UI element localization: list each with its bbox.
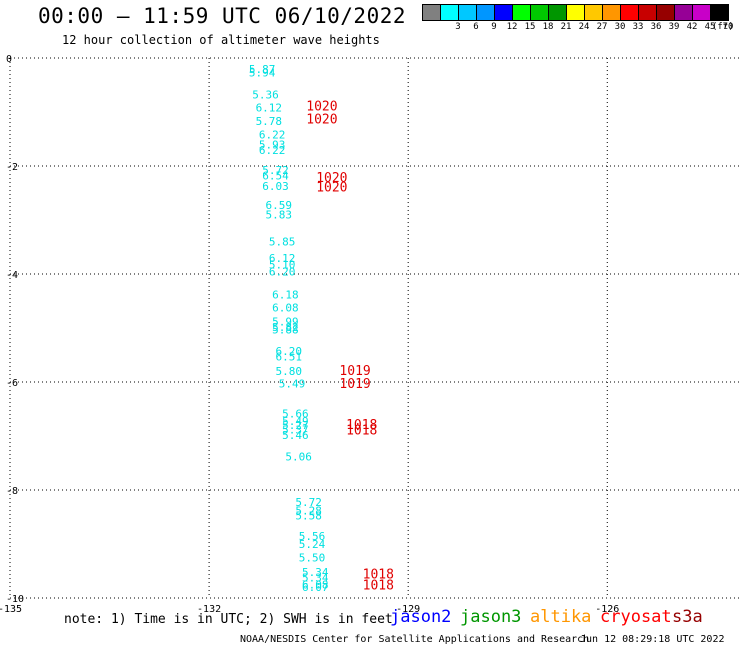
data-point-label: 5.49 xyxy=(282,415,309,428)
data-point-label: 6.20 xyxy=(275,345,302,358)
data-point-label: 6.08 xyxy=(302,579,329,592)
chart-subtitle: 12 hour collection of altimeter wave hei… xyxy=(62,33,380,47)
chart-title: 00:00 – 11:59 UTC 06/10/2022 xyxy=(38,4,407,28)
data-point-label: 6.12 xyxy=(269,252,296,265)
time-label: 1020 xyxy=(316,181,347,196)
x-tick-label: -135 xyxy=(0,604,22,615)
data-point-label: 5.87 xyxy=(249,63,276,76)
time-label: 1018 xyxy=(346,424,377,439)
legend-label: 42 xyxy=(686,22,698,32)
data-point-label: 5.82 xyxy=(272,321,299,334)
footer-timestamp: Jun 12 08:29:18 UTC 2022 xyxy=(580,634,725,645)
mission-label: jason3 xyxy=(460,607,522,627)
time-label: 1019 xyxy=(339,377,370,392)
data-point-label: 5.94 xyxy=(249,67,276,80)
x-tick-label: -126 xyxy=(595,604,619,615)
time-label: 1020 xyxy=(316,171,347,186)
time-label: 1019 xyxy=(339,364,370,379)
data-point-label: 5.80 xyxy=(275,365,302,378)
legend-label: 30 xyxy=(614,22,626,32)
data-point-label: 5.49 xyxy=(279,378,306,391)
data-point-label: 5.27 xyxy=(282,419,309,432)
y-tick-label: -10 xyxy=(6,594,24,605)
mission-label: cryosat xyxy=(600,607,672,627)
data-point-label: 5.78 xyxy=(256,115,283,128)
data-point-label: 5.72 xyxy=(262,164,289,177)
data-point-label: 5.10 xyxy=(269,258,296,271)
data-point-label: 6.08 xyxy=(272,301,299,314)
x-tick-label: -129 xyxy=(396,604,420,615)
data-point-label: 6.51 xyxy=(275,351,302,364)
legend-label: 39 xyxy=(668,22,680,32)
data-point-label: 5.36 xyxy=(252,89,279,102)
x-tick-label: -132 xyxy=(197,604,221,615)
data-point-label: 5.34 xyxy=(302,566,329,579)
legend-label: 3 xyxy=(455,22,461,32)
mission-label: altika xyxy=(530,607,592,627)
legend-label: 24 xyxy=(578,22,590,32)
data-point-label: 5.93 xyxy=(259,138,286,151)
legend-label: 12 xyxy=(506,22,518,32)
data-point-label: 5.06 xyxy=(285,451,312,464)
data-point-label: 5.37 xyxy=(282,424,309,437)
data-point-label: 6.22 xyxy=(259,129,286,142)
y-tick-label: -4 xyxy=(6,270,18,281)
data-point-label: 6.22 xyxy=(259,144,286,157)
data-point-label: 5.56 xyxy=(299,530,326,543)
data-point-label: 5.46 xyxy=(282,429,309,442)
data-point-label: 6.59 xyxy=(266,199,293,212)
legend-label: 15 xyxy=(524,22,536,32)
data-point-label: 6.18 xyxy=(272,289,299,302)
footer-credit: NOAA/NESDIS Center for Satellite Applica… xyxy=(240,634,590,645)
y-tick-label: -2 xyxy=(6,162,18,173)
legend-label: 45 xyxy=(704,22,716,32)
legend-label: 9 xyxy=(491,22,497,32)
data-point-label: 5.58 xyxy=(295,509,322,522)
y-tick-label: -6 xyxy=(6,378,18,389)
data-point-label: 6.12 xyxy=(256,102,283,115)
data-point-label: 5.66 xyxy=(282,407,309,420)
data-point-label: 5.24 xyxy=(299,538,326,551)
time-label: 1020 xyxy=(306,100,337,115)
legend-label: 70 xyxy=(722,22,734,32)
y-tick-label: -8 xyxy=(6,486,18,497)
data-point-label: 5.85 xyxy=(269,236,296,249)
legend-label: 18 xyxy=(542,22,554,32)
y-tick-label: 0 xyxy=(6,54,12,65)
data-point-label: 5.50 xyxy=(299,552,326,565)
time-label: 1018 xyxy=(363,579,394,594)
data-point-label: 5.34 xyxy=(302,571,329,584)
time-label: 1018 xyxy=(346,418,377,433)
data-point-label: 5.28 xyxy=(295,505,322,518)
data-point-label: 6.20 xyxy=(269,265,296,278)
data-point-label: 5.72 xyxy=(295,496,322,509)
legend-label: 27 xyxy=(596,22,608,32)
mission-label: s3a xyxy=(672,607,703,627)
data-point-label: 5.83 xyxy=(266,209,293,222)
data-point-label: 5.99 xyxy=(272,316,299,329)
legend-label: 36 xyxy=(650,22,662,32)
legend-label: 6 xyxy=(473,22,479,32)
legend-label: 21 xyxy=(560,22,572,32)
mission-label: jason2 xyxy=(390,607,452,627)
data-point-label: 6.07 xyxy=(302,581,329,594)
note-text: note: 1) Time is in UTC; 2) SWH is in fe… xyxy=(64,612,393,627)
legend-unit: (ft) xyxy=(712,22,734,32)
data-point-label: 5.88 xyxy=(272,324,299,337)
data-point-label: 6.54 xyxy=(262,170,289,183)
data-point-label: 6.03 xyxy=(262,180,289,193)
time-label: 1020 xyxy=(306,112,337,127)
time-label: 1018 xyxy=(363,568,394,583)
legend-label: 33 xyxy=(632,22,644,32)
legend-swatch xyxy=(710,4,729,21)
